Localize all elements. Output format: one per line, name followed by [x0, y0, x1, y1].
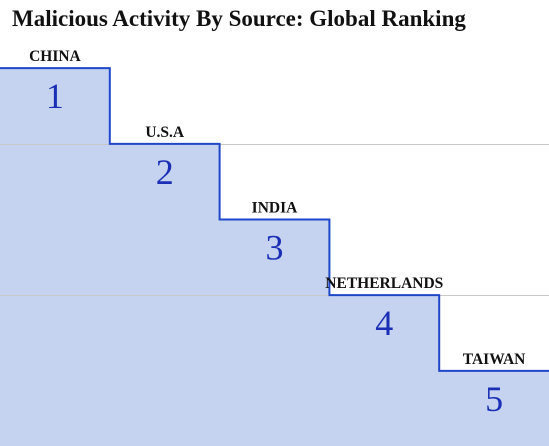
ranking-step-line	[0, 67, 549, 372]
rank-number: 2	[156, 152, 174, 192]
rank-number: 5	[485, 379, 503, 419]
country-label: NETHERLANDS	[325, 275, 443, 292]
country-label: INDIA	[252, 200, 298, 217]
rank-number: 1	[46, 76, 64, 116]
gridlines	[0, 144, 549, 296]
rank-number: 4	[375, 303, 393, 343]
country-label: TAIWAN	[463, 351, 526, 368]
rank-numbers: 1 2 3 4 5	[46, 76, 503, 419]
country-label: U.S.A	[145, 124, 185, 141]
country-labels: CHINA U.S.A INDIA NETHERLANDS TAIWAN	[29, 48, 525, 368]
country-label: CHINA	[29, 48, 81, 65]
ranking-step-area	[0, 68, 549, 446]
chart-title: Malicious Activity By Source: Global Ran…	[12, 6, 466, 31]
rank-number: 3	[266, 228, 284, 268]
